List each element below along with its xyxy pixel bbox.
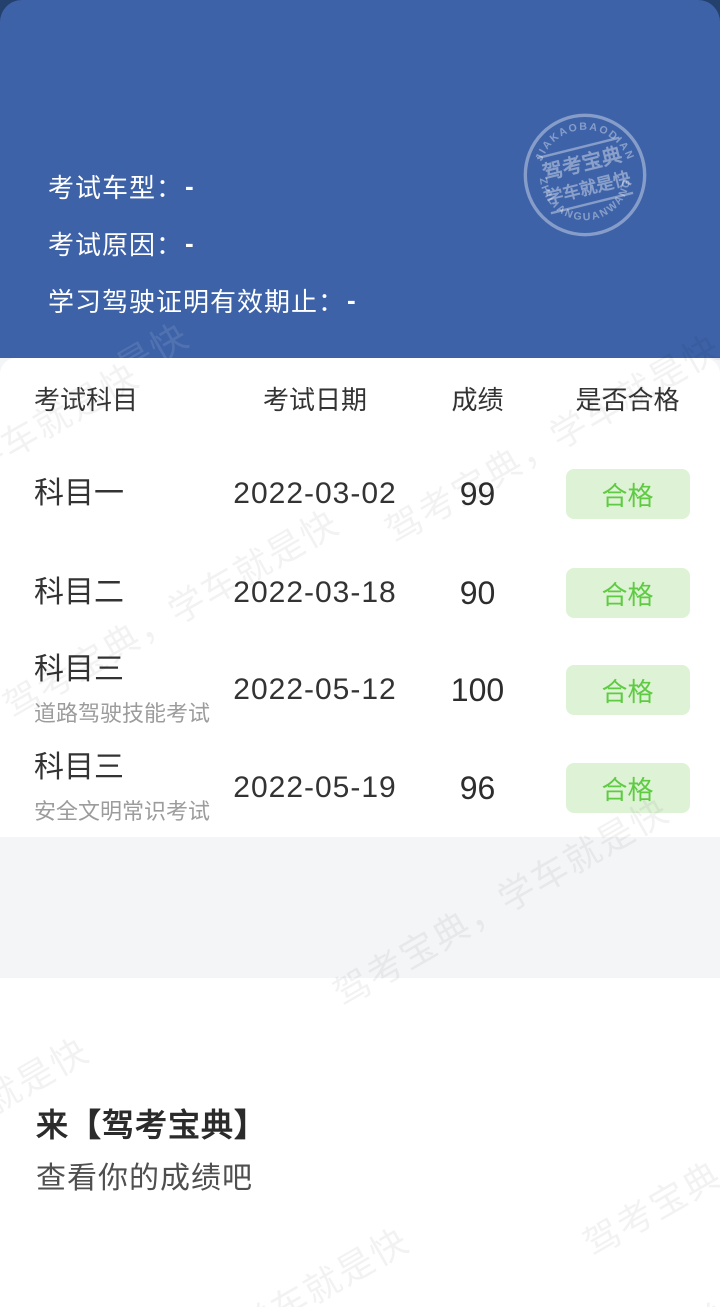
column-header-score: 成绩 — [451, 384, 504, 415]
pass-status-badge: 合格 — [565, 665, 690, 715]
exam-date: 2022-05-12 — [233, 673, 397, 706]
column-header-pass: 是否合格 — [575, 384, 680, 415]
results-table-card: 考试科目 考试日期 成绩 是否合格 科目一 2022-03-02 99 合格 科… — [0, 358, 720, 837]
subject-name: 科目三 — [34, 653, 124, 686]
subject-name: 科目一 — [34, 477, 124, 510]
exam-date: 2022-05-19 — [233, 771, 397, 804]
exam-score: 90 — [459, 574, 496, 611]
table-header-row: 考试科目 考试日期 成绩 是否合格 — [0, 378, 720, 418]
pass-status-badge: 合格 — [565, 763, 690, 813]
exam-score: 100 — [450, 671, 505, 708]
colon: ： — [156, 172, 184, 203]
table-row: 科目三 道路驾驶技能考试 2022-05-12 100 合格 — [0, 640, 720, 740]
subject-name: 科目二 — [34, 576, 124, 609]
table-row: 科目三 安全文明常识考试 2022-05-19 96 合格 — [0, 738, 720, 838]
field-label: 考试车型 — [48, 172, 157, 203]
brand-stamp-icon: JIAKAOBAODIAN ZHILIANGUANWANG 驾考宝典 学车就是快 — [523, 113, 647, 237]
column-header-date: 考试日期 — [262, 384, 367, 415]
table-row: 科目二 2022-03-18 90 合格 — [0, 543, 720, 643]
stamp-divider-top — [536, 136, 620, 160]
colon: ： — [318, 286, 346, 317]
learning-permit-expiry-field: 学习驾驶证明有效期止： - — [48, 284, 357, 317]
stamp-divider-bottom — [550, 191, 634, 215]
exam-date: 2022-03-18 — [233, 576, 397, 609]
exam-score: 96 — [459, 769, 496, 806]
exam-score: 99 — [459, 475, 496, 512]
colon: ： — [156, 229, 184, 260]
pass-status-badge: 合格 — [565, 568, 690, 618]
table-row: 科目一 2022-03-02 99 合格 — [0, 444, 720, 544]
exam-vehicle-type-field: 考试车型： - — [48, 170, 357, 203]
field-value: - — [185, 170, 195, 201]
promo-footer: 来【驾考宝典】 查看你的成绩吧 — [0, 978, 720, 1307]
field-label: 考试原因 — [48, 229, 157, 260]
exam-reason-field: 考试原因： - — [48, 227, 357, 260]
results-section-background: 考试科目 考试日期 成绩 是否合格 科目一 2022-03-02 99 合格 科… — [0, 358, 720, 978]
exam-date: 2022-03-02 — [233, 477, 397, 510]
exam-info-fields: 考试车型： - 考试原因： - 学习驾驶证明有效期止： - — [48, 171, 357, 342]
promo-title: 来【驾考宝典】 — [36, 1107, 268, 1143]
field-label: 学习驾驶证明有效期止 — [48, 286, 319, 317]
exam-info-header: 考试车型：- 考试原因：- 学习驾驶证明有效期止：- JIAKAOBAODIAN… — [0, 0, 720, 358]
stamp-ring — [523, 113, 647, 237]
promo-subtitle: 查看你的成绩吧 — [36, 1162, 253, 1195]
subject-subtitle: 安全文明常识考试 — [34, 799, 211, 824]
field-value: - — [185, 227, 195, 258]
column-header-subject: 考试科目 — [34, 384, 139, 415]
pass-status-badge: 合格 — [565, 469, 690, 519]
subject-name: 科目三 — [34, 751, 124, 784]
field-value: - — [347, 284, 357, 315]
subject-subtitle: 道路驾驶技能考试 — [34, 701, 211, 726]
